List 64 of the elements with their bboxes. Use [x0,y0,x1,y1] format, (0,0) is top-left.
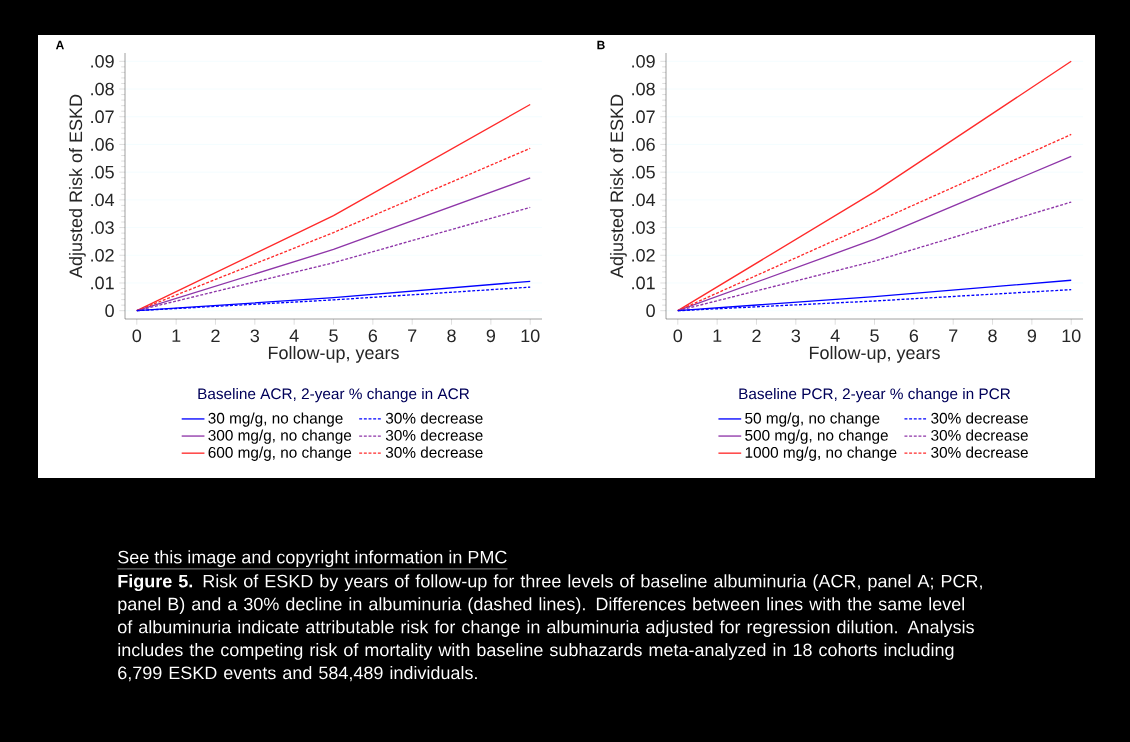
y-tick-label: .03 [91,221,114,234]
legend-label: 30% decrease [931,446,1028,458]
y-axis-title: Adjusted Risk of ESKD [609,94,627,278]
legend-label: 30% decrease [931,412,1028,424]
x-tick-label: 7 [408,329,417,342]
x-tick-label: 2 [211,329,220,342]
y-tick-label: .08 [632,82,655,96]
x-tick-label: 7 [949,329,958,342]
y-tick-label: .05 [91,165,114,179]
text: Figure 5. Risk of ESKD by years of follow-up for three levels of baseline albuminuria (ACR, panel A; PCR, panel B) and a 30% decline in albuminuria (dashed lines). Differences between lines with the same level of albuminuria indicate attributable risk for change in albuminuria adjusted for regression dilution. Analysis includes the competing risk of mortality with baseline subhazards meta-analyzed in 18 cohorts including 6,799 ESKD events and 584,489 individuals. [118,574,982,682]
x-tick-label: 8 [988,329,997,343]
legend-label: 300 mg/g, no change [208,429,352,444]
y-tick-label: .08 [91,82,114,96]
x-tick-label: 6 [909,329,919,343]
legend-label: 30 mg/g, no change [208,412,343,427]
legend-label: 30% decrease [385,429,483,441]
y-tick-label: .02 [91,248,114,262]
legend-label: 1000 mg/g, no change [745,446,897,461]
legend-label: 500 mg/g, no change [745,429,888,444]
y-tick-label: .07 [632,110,655,124]
x-tick-label: 1 [172,329,181,342]
x-tick-label: 1 [713,329,722,342]
x-tick-label: 4 [830,329,840,342]
chart-title: A [55,40,64,50]
legend-label: 30% decrease [931,429,1028,441]
x-tick-label: 6 [368,329,378,343]
text: See this image and copyright information in PMC [118,550,507,568]
y-tick-label: .01 [632,276,655,290]
x-tick-label: 3 [791,329,801,343]
y-tick-label: .06 [91,138,114,151]
y-tick-label: 0 [105,304,114,318]
y-tick-label: .06 [632,138,655,151]
y-axis-title: Adjusted Risk of ESKD [68,94,86,278]
x-tick-label: 5 [870,329,879,342]
x-tick-label: 2 [752,329,761,342]
y-tick-label: .07 [91,110,114,124]
y-tick-label: .03 [632,221,655,234]
x-tick-label: 0 [132,329,142,343]
y-tick-label: .02 [632,248,655,262]
legend-title: Baseline PCR, 2-year % change in PCR [739,387,1011,403]
chart-title: B [597,40,605,50]
x-tick-label: 9 [486,329,496,343]
x-axis-title: Follow-up, years [268,345,399,363]
x-tick-label: 5 [329,329,338,342]
legend-label: 30% decrease [385,412,483,424]
y-tick-label: .04 [632,193,656,207]
x-axis-title: Follow-up, years [809,345,940,363]
y-tick-label: .05 [632,165,655,179]
y-tick-label: .04 [91,193,115,207]
legend-label: 600 mg/g, no change [208,446,352,461]
x-tick-label: 0 [673,329,683,343]
x-tick-label: 10 [1062,329,1081,343]
legend-title: Baseline ACR, 2-year % change in ACR [198,387,470,403]
y-tick-label: .09 [91,54,114,68]
y-tick-label: .09 [632,54,655,68]
y-tick-label: 0 [646,304,655,318]
x-tick-label: 9 [1027,329,1037,343]
legend-label: 30% decrease [385,446,483,458]
x-tick-label: 8 [447,329,456,343]
x-tick-label: 4 [289,329,299,342]
legend-label: 50 mg/g, no change [745,412,880,427]
x-tick-label: 10 [521,329,540,343]
x-tick-label: 3 [250,329,260,343]
y-tick-label: .01 [91,276,114,290]
